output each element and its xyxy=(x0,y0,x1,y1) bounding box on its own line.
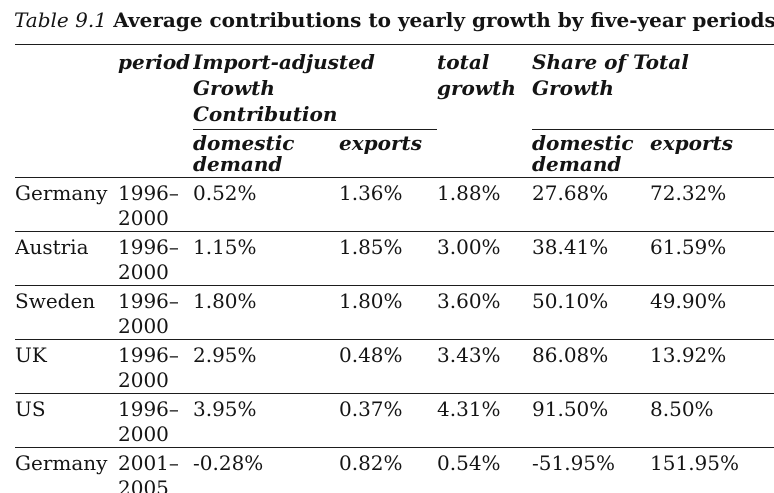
cell-share-exports: 61.59% xyxy=(650,231,774,286)
column-group-share-of-total-growth: Share of Total Growth xyxy=(532,44,774,130)
cell-period: 1996– 2000 xyxy=(118,285,193,340)
table-title: Average contributions to yearly growth b… xyxy=(113,8,774,32)
header-row-groups: period Import-adjusted Growth Contributi… xyxy=(15,44,774,130)
cell-import-adjusted-domestic-demand: 0.52% xyxy=(193,177,339,232)
cell-country: UK xyxy=(15,339,118,394)
cell-import-adjusted-domestic-demand: 1.15% xyxy=(193,231,339,286)
cell-import-adjusted-exports: 0.48% xyxy=(339,339,438,394)
cell-country: US xyxy=(15,393,118,448)
cell-share-exports: 13.92% xyxy=(650,339,774,394)
column-subheader-domestic-demand-share: domestic demand xyxy=(532,129,651,178)
cell-import-adjusted-exports: 1.80% xyxy=(339,285,438,340)
cell-import-adjusted-domestic-demand: 3.95% xyxy=(193,393,339,448)
table-row: US 1996– 2000 3.95% 0.37% 4.31% 91.50% 8… xyxy=(15,393,774,448)
cell-total-growth: 3.60% xyxy=(437,285,533,340)
cell-share-exports: 8.50% xyxy=(650,393,774,448)
cell-share-domestic-demand: 86.08% xyxy=(532,339,651,394)
table-header: period Import-adjusted Growth Contributi… xyxy=(15,44,774,178)
column-subheader-domestic-demand-import-adjusted: domestic demand xyxy=(193,129,339,178)
cell-share-domestic-demand: 38.41% xyxy=(532,231,651,286)
column-subheader-exports-import-adjusted: exports xyxy=(339,129,438,178)
spacer-cell xyxy=(15,45,118,130)
table-row: Sweden 1996– 2000 1.80% 1.80% 3.60% 50.1… xyxy=(15,285,774,340)
header-row-subcolumns: domestic demand exports domestic demand … xyxy=(15,129,774,178)
cell-import-adjusted-exports: 1.36% xyxy=(339,177,438,232)
cell-share-domestic-demand: 27.68% xyxy=(532,177,651,232)
cell-import-adjusted-domestic-demand: -0.28% xyxy=(193,451,264,475)
cell-share-domestic-demand: -51.95% xyxy=(532,451,616,475)
cell-period: 1996– 2000 xyxy=(118,231,193,286)
spacer-cell xyxy=(15,129,118,178)
column-subheader-exports-share: exports xyxy=(650,129,774,178)
table-number: Table 9.1 xyxy=(14,8,107,32)
column-header-period: period xyxy=(118,50,191,74)
cell-country: Austria xyxy=(15,231,118,286)
cell-import-adjusted-exports: 0.82% xyxy=(339,451,403,475)
cell-period: 2001– 2005 xyxy=(118,451,179,493)
cell-import-adjusted-domestic-demand: 2.95% xyxy=(193,339,339,394)
cell-country: Germany xyxy=(15,177,118,232)
cell-period: 1996– 2000 xyxy=(118,393,193,448)
cell-total-growth: 0.54% xyxy=(437,451,501,475)
cell-total-growth: 3.43% xyxy=(437,339,533,394)
cell-country: Germany xyxy=(15,451,108,475)
cell-share-domestic-demand: 91.50% xyxy=(532,393,651,448)
cell-share-domestic-demand: 50.10% xyxy=(532,285,651,340)
cell-share-exports: 72.32% xyxy=(650,177,774,232)
column-header-total-growth: total growth xyxy=(437,50,516,100)
cell-import-adjusted-exports: 0.37% xyxy=(339,393,438,448)
table-body: Germany 1996– 2000 0.52% 1.36% 1.88% 27.… xyxy=(15,177,774,493)
cell-share-exports: 151.95% xyxy=(650,451,739,475)
cell-period: 1996– 2000 xyxy=(118,177,193,232)
cell-import-adjusted-exports: 1.85% xyxy=(339,231,438,286)
table-caption: Table 9.1 Average contributions to yearl… xyxy=(0,0,774,33)
cell-total-growth: 3.00% xyxy=(437,231,533,286)
spacer-cell xyxy=(437,129,533,178)
table-row: Germany 2001– 2005 -0.28% 0.82% 0.54% -5… xyxy=(15,448,774,493)
cell-total-growth: 1.88% xyxy=(437,177,533,232)
cell-total-growth: 4.31% xyxy=(437,393,533,448)
table-row: Germany 1996– 2000 0.52% 1.36% 1.88% 27.… xyxy=(15,177,774,232)
column-group-import-adjusted-growth-contribution: Import-adjusted Growth Contribution xyxy=(193,44,438,130)
cell-import-adjusted-domestic-demand: 1.80% xyxy=(193,285,339,340)
contributions-table: period Import-adjusted Growth Contributi… xyxy=(15,44,774,493)
table-row: Austria 1996– 2000 1.15% 1.85% 3.00% 38.… xyxy=(15,231,774,286)
cell-country: Sweden xyxy=(15,285,118,340)
spacer-cell xyxy=(118,129,193,178)
cell-period: 1996– 2000 xyxy=(118,339,193,394)
table-row: UK 1996– 2000 2.95% 0.48% 3.43% 86.08% 1… xyxy=(15,339,774,394)
cell-share-exports: 49.90% xyxy=(650,285,774,340)
